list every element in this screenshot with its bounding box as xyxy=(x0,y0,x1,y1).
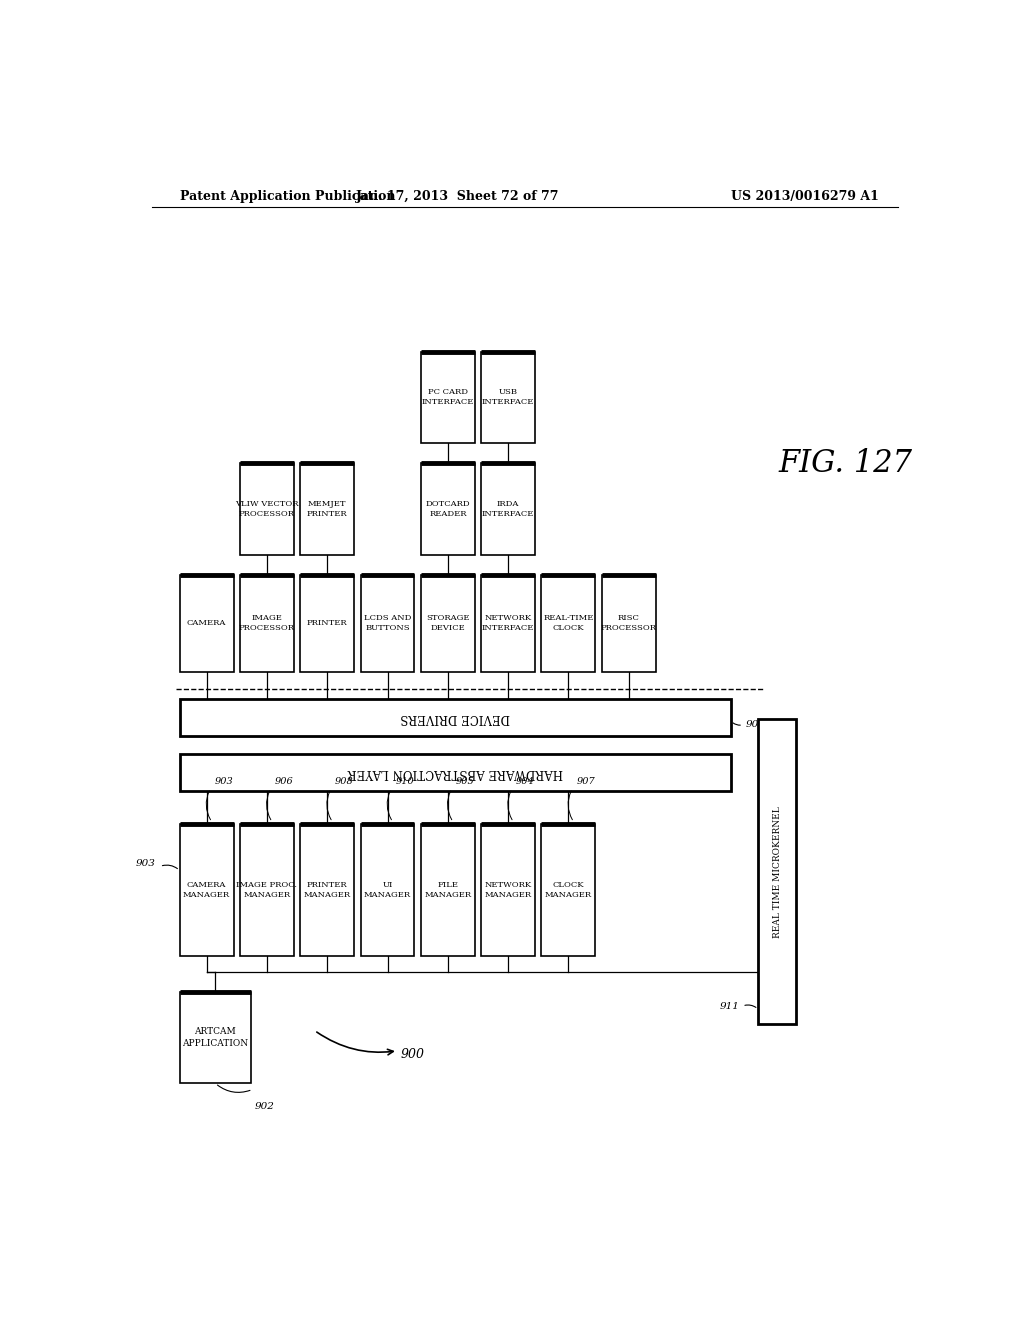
Bar xyxy=(240,463,294,554)
Text: 907: 907 xyxy=(577,776,595,785)
Text: FIG. 127: FIG. 127 xyxy=(778,447,912,479)
Text: 904: 904 xyxy=(516,776,535,785)
Bar xyxy=(300,576,354,672)
Text: NETWORK
INTERFACE: NETWORK INTERFACE xyxy=(482,614,535,632)
Bar xyxy=(240,824,294,956)
Text: CAMERA
MANAGER: CAMERA MANAGER xyxy=(183,882,230,899)
Bar xyxy=(360,576,415,672)
Bar xyxy=(421,576,475,672)
Text: IRDA
INTERFACE: IRDA INTERFACE xyxy=(482,500,535,519)
Text: 906: 906 xyxy=(274,776,294,785)
Text: CLOCK
MANAGER: CLOCK MANAGER xyxy=(545,882,592,899)
Bar xyxy=(179,576,233,672)
Text: DOTCARD
READER: DOTCARD READER xyxy=(426,500,470,519)
Text: Jan. 17, 2013  Sheet 72 of 77: Jan. 17, 2013 Sheet 72 of 77 xyxy=(355,190,559,202)
Text: 905: 905 xyxy=(456,776,474,785)
Text: 910: 910 xyxy=(395,776,414,785)
Text: LCDS AND
BUTTONS: LCDS AND BUTTONS xyxy=(364,614,412,632)
Text: REAL-TIME
CLOCK: REAL-TIME CLOCK xyxy=(544,614,594,632)
Text: DEVICE DRIVERS: DEVICE DRIVERS xyxy=(400,711,510,723)
Text: 903: 903 xyxy=(214,776,233,785)
Bar xyxy=(481,824,536,956)
Text: IMAGE
PROCESSOR: IMAGE PROCESSOR xyxy=(239,614,295,632)
Bar xyxy=(300,824,354,956)
Text: 902: 902 xyxy=(255,1102,274,1110)
Text: US 2013/0016279 A1: US 2013/0016279 A1 xyxy=(731,190,879,202)
Bar xyxy=(542,576,595,672)
Bar xyxy=(481,463,536,554)
Text: ARTCAM
APPLICATION: ARTCAM APPLICATION xyxy=(182,1027,249,1048)
Text: USB
INTERFACE: USB INTERFACE xyxy=(482,388,535,407)
Bar xyxy=(421,824,475,956)
Text: UI
MANAGER: UI MANAGER xyxy=(364,882,411,899)
Text: 901: 901 xyxy=(745,721,765,729)
Bar xyxy=(240,576,294,672)
Text: HARDWARE ABSTRACTION LAYER: HARDWARE ABSTRACTION LAYER xyxy=(348,766,563,779)
Text: NETWORK
MANAGER: NETWORK MANAGER xyxy=(484,882,531,899)
Text: REAL TIME MICROKERNEL: REAL TIME MICROKERNEL xyxy=(773,807,781,937)
Bar xyxy=(421,463,475,554)
Bar xyxy=(179,700,731,735)
Text: IMAGE PROC.
MANAGER: IMAGE PROC. MANAGER xyxy=(237,882,297,899)
Text: PRINTER: PRINTER xyxy=(307,619,347,627)
Text: Patent Application Publication: Patent Application Publication xyxy=(179,190,395,202)
Bar xyxy=(421,351,475,444)
Text: 903: 903 xyxy=(136,859,156,869)
Text: 900: 900 xyxy=(400,1048,424,1061)
Bar xyxy=(360,824,415,956)
Bar xyxy=(179,991,251,1084)
Bar xyxy=(602,576,655,672)
Text: CAMERA: CAMERA xyxy=(186,619,226,627)
Bar xyxy=(481,576,536,672)
Bar xyxy=(481,351,536,444)
Bar xyxy=(179,824,233,956)
Text: 911: 911 xyxy=(720,1002,740,1011)
Bar xyxy=(179,754,731,791)
Text: RISC
PROCESSOR: RISC PROCESSOR xyxy=(601,614,656,632)
Text: PC CARD
INTERFACE: PC CARD INTERFACE xyxy=(422,388,474,407)
Text: PRINTER
MANAGER: PRINTER MANAGER xyxy=(304,882,351,899)
Text: STORAGE
DEVICE: STORAGE DEVICE xyxy=(426,614,470,632)
Text: VLIW VECTOR
PROCESSOR: VLIW VECTOR PROCESSOR xyxy=(236,500,299,519)
Bar xyxy=(542,824,595,956)
Text: MEMJET
PRINTER: MEMJET PRINTER xyxy=(307,500,347,519)
Text: FILE
MANAGER: FILE MANAGER xyxy=(424,882,471,899)
Bar xyxy=(300,463,354,554)
Bar xyxy=(758,719,797,1024)
Text: 908: 908 xyxy=(335,776,354,785)
